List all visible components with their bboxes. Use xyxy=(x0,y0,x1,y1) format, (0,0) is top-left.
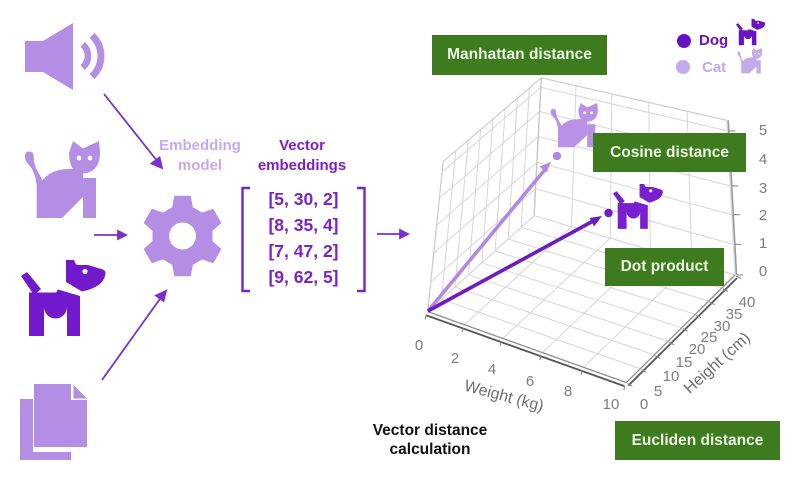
svg-text:2: 2 xyxy=(759,207,767,224)
svg-text:5: 5 xyxy=(654,383,662,400)
svg-text:40: 40 xyxy=(739,294,756,311)
svg-text:30: 30 xyxy=(714,318,731,335)
svg-text:0: 0 xyxy=(640,396,648,413)
svg-text:4: 4 xyxy=(488,361,496,378)
svg-text:5: 5 xyxy=(759,122,767,139)
svg-text:15: 15 xyxy=(676,354,693,371)
svg-text:10: 10 xyxy=(663,368,680,385)
svg-text:20: 20 xyxy=(689,341,706,358)
svg-text:3: 3 xyxy=(759,180,767,197)
svg-text:8: 8 xyxy=(564,383,572,400)
svg-text:25: 25 xyxy=(701,329,718,346)
svg-text:2: 2 xyxy=(451,350,459,367)
svg-text:1: 1 xyxy=(759,235,767,252)
svg-text:0: 0 xyxy=(759,263,767,280)
svg-text:4: 4 xyxy=(759,151,767,168)
svg-text:35: 35 xyxy=(726,306,743,323)
svg-text:10: 10 xyxy=(603,396,620,413)
svg-text:0: 0 xyxy=(415,337,423,354)
svg-text:6: 6 xyxy=(526,373,534,390)
